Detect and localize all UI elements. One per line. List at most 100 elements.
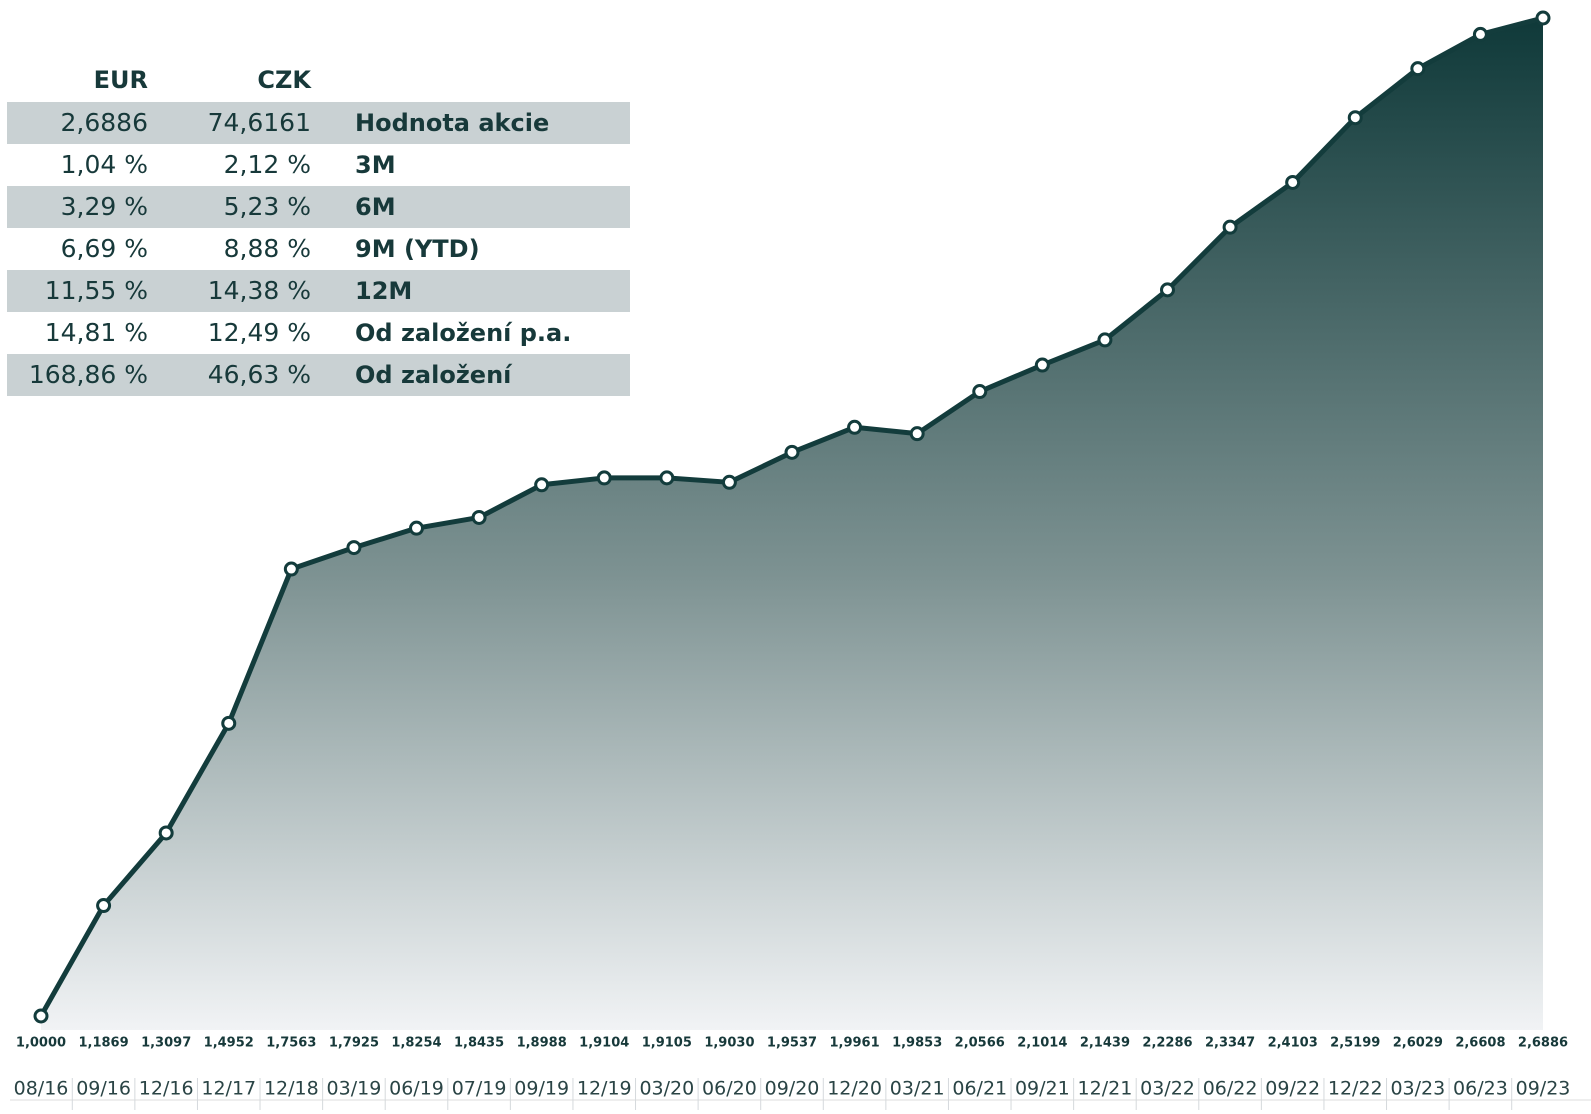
x-tick-label: 08/16 (14, 1078, 69, 1100)
czk-cell: 5,23 % (224, 192, 311, 221)
row-label: Od založení (355, 361, 513, 389)
value-label: 1,0000 (16, 1036, 66, 1051)
x-tick-label: 12/18 (264, 1078, 319, 1100)
eur-cell: 6,69 % (61, 234, 148, 263)
value-label: 2,5199 (1330, 1036, 1380, 1051)
value-label: 2,3347 (1205, 1036, 1255, 1051)
marker (784, 444, 800, 460)
marker (534, 477, 550, 493)
value-label: 2,6886 (1518, 1036, 1568, 1051)
row-bg (7, 270, 630, 312)
row-label: 6M (355, 193, 396, 221)
row-label: 9M (YTD) (355, 235, 480, 263)
marker (659, 470, 675, 486)
value-label: 1,1869 (78, 1036, 128, 1051)
x-tick-label: 12/17 (201, 1078, 256, 1100)
value-label: 1,9537 (767, 1036, 817, 1051)
x-tick-label: 03/20 (639, 1078, 694, 1100)
value-label: 2,6029 (1393, 1036, 1443, 1051)
table-header: EUR (94, 66, 148, 94)
marker (471, 509, 487, 525)
x-tick-label: 09/19 (514, 1078, 569, 1100)
x-tick-label: 09/22 (1265, 1078, 1320, 1100)
marker (1034, 357, 1050, 373)
x-tick-label: 07/19 (452, 1078, 507, 1100)
marker (847, 419, 863, 435)
marker (1535, 10, 1551, 26)
eur-cell: 14,81 % (45, 318, 148, 347)
value-label: 1,3097 (141, 1036, 191, 1051)
value-label: 1,8988 (517, 1036, 567, 1051)
x-tick-label: 06/20 (702, 1078, 757, 1100)
value-label: 1,8254 (391, 1036, 441, 1051)
value-label: 1,9105 (642, 1036, 692, 1051)
x-tick-label: 06/23 (1453, 1078, 1508, 1100)
value-label: 1,9853 (892, 1036, 942, 1051)
x-tick-label: 09/20 (765, 1078, 820, 1100)
value-label: 1,9104 (579, 1036, 629, 1051)
czk-cell: 46,63 % (208, 360, 311, 389)
czk-cell: 12,49 % (208, 318, 311, 347)
value-label: 1,9961 (829, 1036, 879, 1051)
eur-cell: 168,86 % (29, 360, 148, 389)
x-tick-label: 03/19 (327, 1078, 382, 1100)
marker (596, 470, 612, 486)
czk-cell: 74,6161 (208, 108, 311, 137)
row-bg (7, 186, 630, 228)
eur-cell: 1,04 % (61, 150, 148, 179)
value-label: 2,4103 (1268, 1036, 1318, 1051)
marker (972, 384, 988, 400)
table-header: CZK (257, 66, 312, 94)
czk-cell: 14,38 % (208, 276, 311, 305)
marker (1097, 332, 1113, 348)
x-tick-label: 12/19 (577, 1078, 632, 1100)
x-tick-label: 12/20 (827, 1078, 882, 1100)
czk-cell: 2,12 % (224, 150, 311, 179)
value-label: 2,0566 (955, 1036, 1005, 1051)
marker (158, 825, 174, 841)
x-tick-label: 12/22 (1328, 1078, 1383, 1100)
eur-cell: 3,29 % (61, 192, 148, 221)
x-tick-label: 12/21 (1078, 1078, 1133, 1100)
marker (909, 426, 925, 442)
row-label: 12M (355, 277, 412, 305)
value-label: 1,7563 (266, 1036, 316, 1051)
marker (1347, 110, 1363, 126)
marker (96, 898, 112, 914)
value-label: 1,4952 (204, 1036, 254, 1051)
eur-cell: 11,55 % (45, 276, 148, 305)
value-label: 1,8435 (454, 1036, 504, 1051)
marker (1222, 219, 1238, 235)
x-tick-label: 06/19 (389, 1078, 444, 1100)
marker (346, 540, 362, 556)
x-tick-label: 03/22 (1140, 1078, 1195, 1100)
marker (1285, 174, 1301, 190)
row-label: Od založení p.a. (355, 319, 571, 347)
x-tick-label: 09/16 (76, 1078, 131, 1100)
x-tick-label: 09/21 (1015, 1078, 1070, 1100)
marker (721, 474, 737, 490)
x-tick-label: 03/21 (890, 1078, 945, 1100)
x-tick-label: 09/23 (1516, 1078, 1571, 1100)
x-tick-label: 12/16 (139, 1078, 194, 1100)
x-tick-label: 03/23 (1390, 1078, 1445, 1100)
row-label: Hodnota akcie (355, 109, 549, 137)
value-label: 2,1014 (1017, 1036, 1067, 1051)
marker (409, 520, 424, 536)
x-tick-label: 06/22 (1203, 1078, 1258, 1100)
row-label: 3M (355, 151, 396, 179)
czk-cell: 8,88 % (224, 234, 311, 263)
row-bg (7, 102, 630, 144)
row-bg (7, 354, 630, 396)
marker (33, 1008, 49, 1024)
value-label: 1,7925 (329, 1036, 379, 1051)
marker (1410, 61, 1426, 77)
marker (221, 715, 237, 731)
area (41, 18, 1543, 1030)
value-label: 2,2286 (1142, 1036, 1192, 1051)
marker (283, 561, 299, 577)
eur-cell: 2,6886 (61, 108, 148, 137)
value-label: 1,9030 (704, 1036, 754, 1051)
value-label: 2,6608 (1455, 1036, 1505, 1051)
